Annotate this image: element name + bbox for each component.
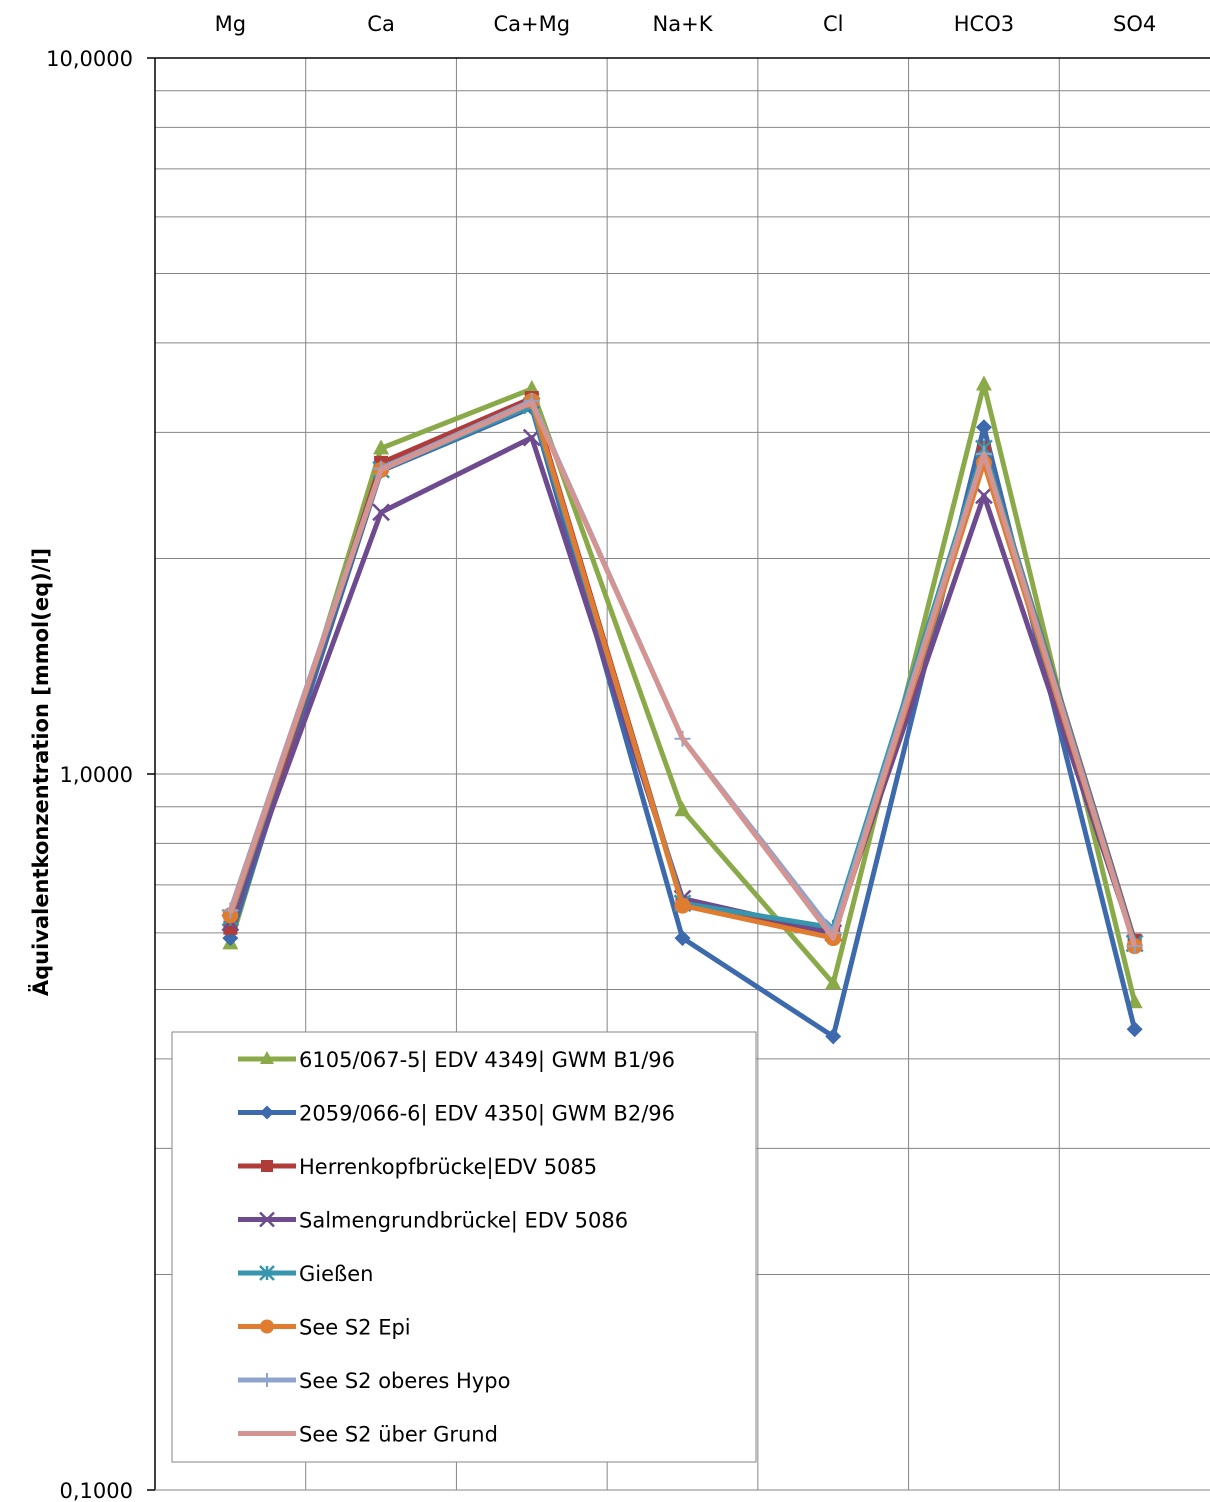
legend-label: 2059/066-6| EDV 4350| GWM B2/96 bbox=[299, 1102, 675, 1127]
y-axis-title: Äquivalentkonzentration [mmol(eq)/l] bbox=[28, 548, 53, 996]
data-point bbox=[261, 1160, 273, 1172]
grid-lines bbox=[155, 58, 1210, 1491]
y-tick-labels: 10,0000 1,0000 0,1000 bbox=[46, 47, 133, 1502]
y-tick-label: 0,1000 bbox=[60, 1479, 133, 1502]
legend-item: Salmengrundbrücke| EDV 5086 bbox=[238, 1209, 628, 1234]
data-point bbox=[223, 920, 238, 935]
y-tick-label: 10,0000 bbox=[46, 47, 133, 71]
category-label: Na+K bbox=[653, 12, 714, 36]
legend-label: 6105/067-5| EDV 4349| GWM B1/96 bbox=[299, 1048, 675, 1073]
series-lines bbox=[221, 375, 1144, 1045]
data-point bbox=[825, 1028, 842, 1045]
legend-label: See S2 oberes Hypo bbox=[299, 1369, 510, 1393]
data-point bbox=[260, 1105, 274, 1120]
data-point bbox=[975, 486, 993, 505]
category-label: Mg bbox=[215, 12, 246, 36]
category-label: Ca bbox=[367, 12, 395, 36]
series bbox=[221, 396, 1144, 953]
legend-item: Herrenkopfbrücke|EDV 5085 bbox=[238, 1155, 597, 1180]
legend: 6105/067-5| EDV 4349| GWM B1/96 2059/066-… bbox=[171, 1031, 757, 1463]
axes bbox=[147, 57, 1210, 1491]
category-label: SO4 bbox=[1113, 12, 1156, 36]
data-point bbox=[1126, 1021, 1143, 1038]
legend-label: Salmengrundbrücke| EDV 5086 bbox=[299, 1209, 628, 1234]
category-label: Ca+Mg bbox=[493, 12, 570, 36]
data-point bbox=[674, 897, 691, 914]
legend-label: Herrenkopfbrücke|EDV 5085 bbox=[299, 1155, 597, 1180]
series bbox=[222, 399, 1143, 1045]
data-point bbox=[260, 1051, 274, 1064]
legend-item: Gießen bbox=[238, 1262, 373, 1286]
data-point bbox=[372, 503, 390, 522]
data-point bbox=[825, 974, 842, 990]
data-point bbox=[373, 439, 390, 455]
legend-item: 6105/067-5| EDV 4349| GWM B1/96 bbox=[238, 1048, 675, 1073]
legend-label: See S2 Epi bbox=[299, 1316, 411, 1340]
series-line bbox=[227, 400, 1138, 947]
category-label: HCO3 bbox=[954, 12, 1014, 36]
data-point bbox=[674, 801, 691, 817]
category-label: Cl bbox=[823, 12, 844, 36]
category-labels: Mg Ca Ca+Mg Na+K Cl HCO3 SO4 bbox=[215, 12, 1157, 36]
legend-item: See S2 oberes Hypo bbox=[238, 1369, 510, 1393]
legend-item: 2059/066-6| EDV 4350| GWM B2/96 bbox=[238, 1102, 675, 1127]
data-point bbox=[260, 1373, 274, 1387]
legend-box bbox=[171, 1031, 757, 1463]
y-tick-label: 1,0000 bbox=[60, 763, 133, 787]
data-point bbox=[674, 930, 691, 947]
data-point bbox=[259, 1265, 275, 1281]
legend-label: See S2 über Grund bbox=[299, 1423, 498, 1447]
data-point bbox=[260, 1319, 274, 1334]
legend-item: See S2 Epi bbox=[238, 1316, 411, 1340]
legend-label: Gießen bbox=[299, 1262, 373, 1286]
data-point bbox=[975, 419, 992, 436]
data-point bbox=[975, 375, 992, 391]
data-point bbox=[522, 428, 541, 447]
series bbox=[227, 400, 1138, 947]
legend-item: See S2 über Grund bbox=[238, 1423, 498, 1447]
data-point bbox=[259, 1211, 275, 1228]
